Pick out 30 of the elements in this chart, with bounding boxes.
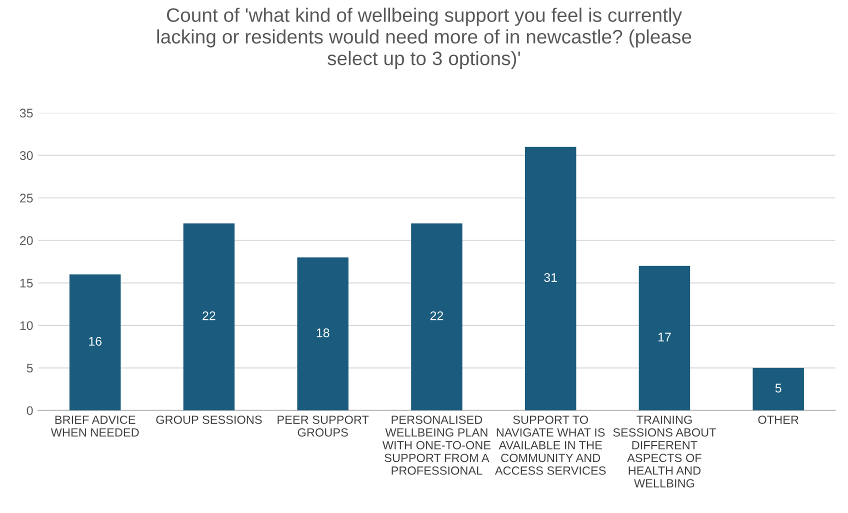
data-label: 22 bbox=[202, 311, 216, 320]
bar bbox=[411, 223, 462, 410]
y-tick-label: 10 bbox=[20, 321, 33, 330]
bar bbox=[752, 368, 804, 410]
data-label: 17 bbox=[658, 332, 671, 342]
y-tick-label: 5 bbox=[26, 364, 33, 373]
bar bbox=[524, 146, 576, 410]
x-tick-label: BRIEF ADVICE WHEN NEEDED bbox=[50, 416, 139, 437]
x-tick-label: TRAINING SESSIONS ABOUT DIFFERENT ASPECTS OF HEALTH AND WELLBING bbox=[613, 416, 716, 488]
data-label: 5 bbox=[775, 384, 782, 393]
bar bbox=[638, 266, 690, 410]
data-label: 22 bbox=[430, 311, 444, 320]
x-tick-label: OTHER bbox=[758, 416, 798, 424]
y-tick-label: 0 bbox=[26, 406, 33, 416]
x-tick-label: GROUP SESSIONS bbox=[156, 416, 262, 424]
y-tick-label: 30 bbox=[20, 151, 33, 160]
x-tick-label: SUPPORT TO NAVIGATE WHAT IS AVAILABLE IN THE COMMUNITY AND ACCESS SERVICES bbox=[494, 416, 606, 475]
bar bbox=[69, 274, 121, 410]
chart-title: Count of 'what kind of wellbeing support you feel is currently lacking or residents would need more of in newcastle? (please select up to 3 options)' bbox=[157, 8, 692, 70]
bar bbox=[183, 223, 235, 410]
data-label: 16 bbox=[89, 336, 102, 346]
x-tick-label: PERSONALISED WELLBEING PLAN WITH ONE-TO-ONE SUPPORT FROM A PROFESSIONAL bbox=[382, 416, 491, 475]
y-tick-label: 25 bbox=[20, 194, 33, 203]
data-label: 18 bbox=[316, 328, 330, 338]
y-tick-label: 20 bbox=[20, 236, 33, 246]
x-tick-label: PEER SUPPORT GROUPS bbox=[278, 416, 369, 437]
y-tick-label: 15 bbox=[20, 278, 33, 288]
data-label: 31 bbox=[544, 273, 557, 282]
bar bbox=[297, 257, 348, 410]
y-tick-label: 35 bbox=[20, 108, 33, 118]
